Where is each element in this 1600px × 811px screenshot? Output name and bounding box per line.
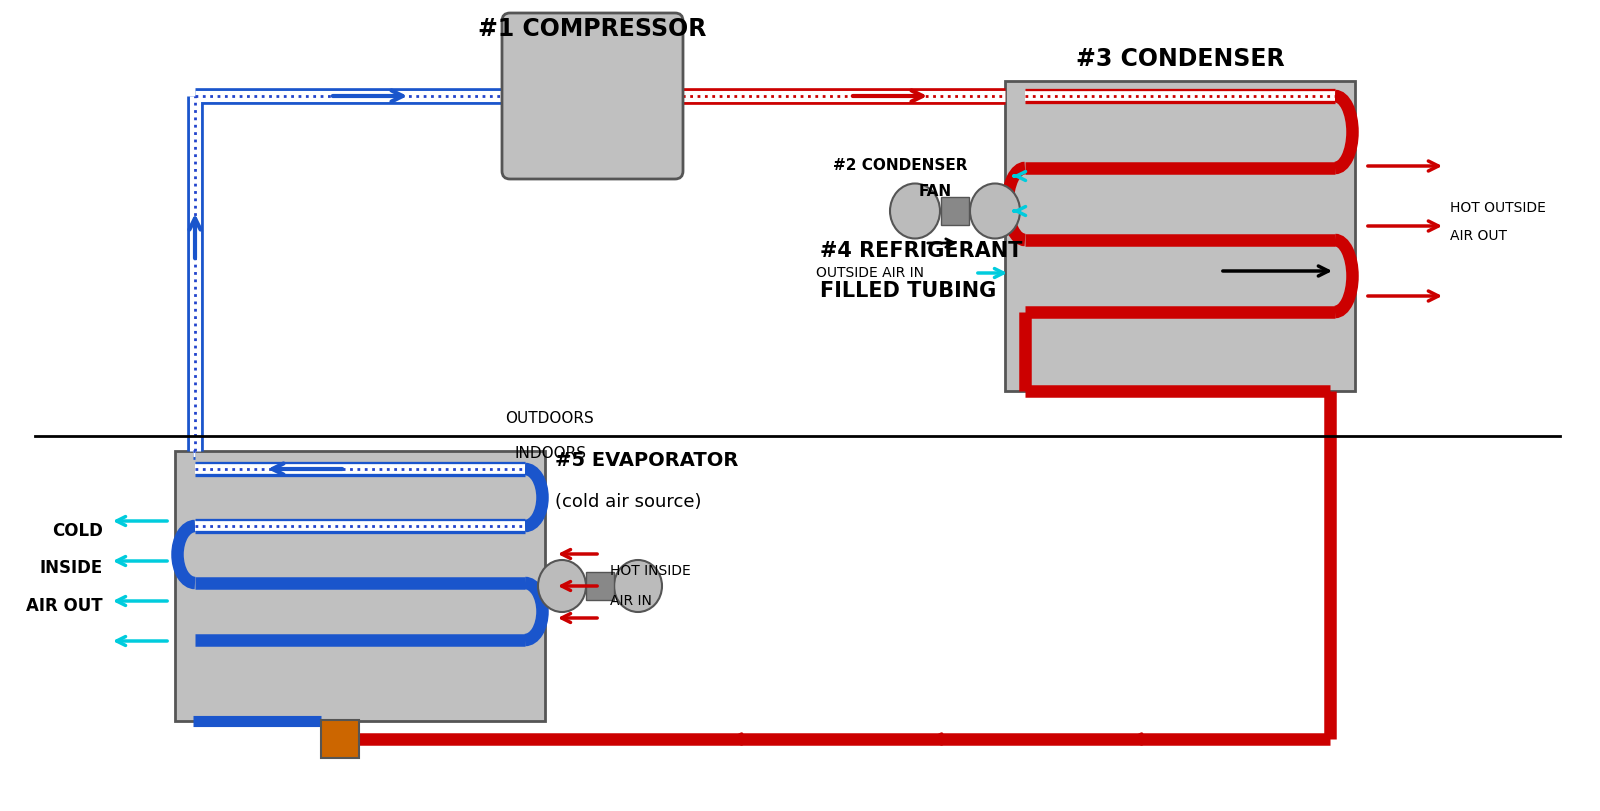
Text: OUTSIDE AIR IN: OUTSIDE AIR IN (816, 266, 925, 280)
Text: HOT INSIDE: HOT INSIDE (610, 564, 691, 578)
Bar (941, 197, 970, 225)
Text: FILLED TUBING: FILLED TUBING (819, 281, 997, 301)
Text: AIR OUT: AIR OUT (26, 597, 102, 615)
Text: #2 CONDENSER: #2 CONDENSER (832, 158, 968, 173)
Text: INDOORS: INDOORS (514, 446, 586, 461)
Text: COLD: COLD (53, 522, 102, 540)
Ellipse shape (614, 560, 662, 612)
Bar (1005, 81, 1355, 391)
Text: (cold air source): (cold air source) (555, 493, 701, 511)
Ellipse shape (538, 560, 586, 612)
Bar (322, 720, 358, 758)
Bar (174, 451, 546, 721)
Text: AIR OUT: AIR OUT (1450, 229, 1507, 243)
Text: #4 REFRIGERANT: #4 REFRIGERANT (819, 241, 1022, 261)
Text: #5 EVAPORATOR: #5 EVAPORATOR (555, 451, 738, 470)
Ellipse shape (970, 183, 1021, 238)
Ellipse shape (890, 183, 941, 238)
Text: OUTDOORS: OUTDOORS (506, 411, 594, 426)
Text: AIR IN: AIR IN (610, 594, 651, 608)
Text: #1 COMPRESSOR: #1 COMPRESSOR (478, 17, 707, 41)
Text: FAN: FAN (918, 184, 952, 199)
Text: INSIDE: INSIDE (40, 559, 102, 577)
Text: #3 CONDENSER: #3 CONDENSER (1075, 47, 1285, 71)
Text: HOT OUTSIDE: HOT OUTSIDE (1450, 201, 1546, 215)
Bar (586, 572, 614, 600)
FancyBboxPatch shape (502, 13, 683, 179)
